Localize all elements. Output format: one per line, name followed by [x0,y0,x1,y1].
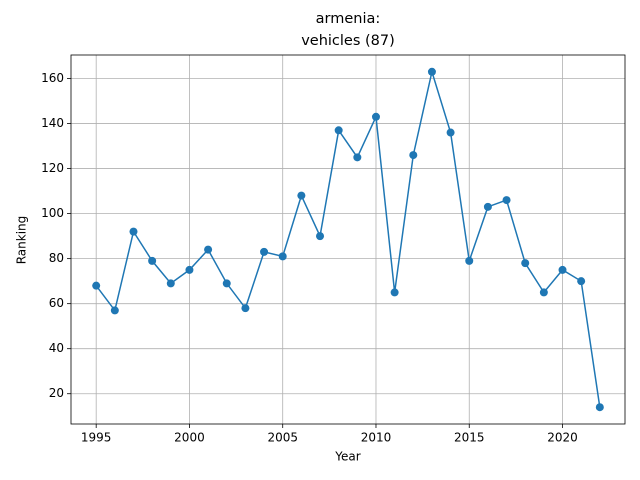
marker [185,265,194,274]
marker [166,279,175,288]
y-tick-label: 40 [49,341,64,355]
marker [260,247,269,256]
marker [110,306,119,315]
marker [371,112,380,121]
marker [502,196,511,205]
chart-title: armenia: vehicles (87) [301,11,395,49]
marker [148,256,157,265]
marker [595,403,604,412]
x-tick-label: 2005 [267,431,298,445]
y-tick-label: 60 [49,296,64,310]
y-tick-label: 160 [41,71,64,85]
marker [427,67,436,76]
marker [521,259,530,268]
x-tick-label: 2010 [361,431,392,445]
line [95,68,601,408]
marker [92,281,101,290]
y-tick-label: 120 [41,161,64,175]
marker [558,265,567,274]
marker [539,288,548,297]
x-axis-label: Year [334,450,360,464]
x-tick-label: 1995 [81,431,112,445]
marker [204,245,213,254]
x-tick-label: 2015 [454,431,485,445]
marker [297,191,306,200]
plot-frame [70,54,626,425]
y-tick-label: 80 [49,251,64,265]
marker [577,277,586,286]
marker [409,151,418,160]
marker [316,232,325,241]
marker [129,227,138,236]
marker [353,153,362,162]
x-tick-label: 2000 [174,431,205,445]
y-tick-label: 100 [41,206,64,220]
marker [446,128,455,137]
y-axis-label: Ranking [15,216,29,265]
marker [334,126,343,135]
marker [222,279,231,288]
y-tick-label: 140 [41,116,64,130]
x-tick-label: 2020 [547,431,578,445]
marker [241,304,250,313]
marker [390,288,399,297]
marker [278,252,287,261]
y-tick-label: 20 [49,386,64,400]
marker [465,256,474,265]
marker [483,202,492,211]
